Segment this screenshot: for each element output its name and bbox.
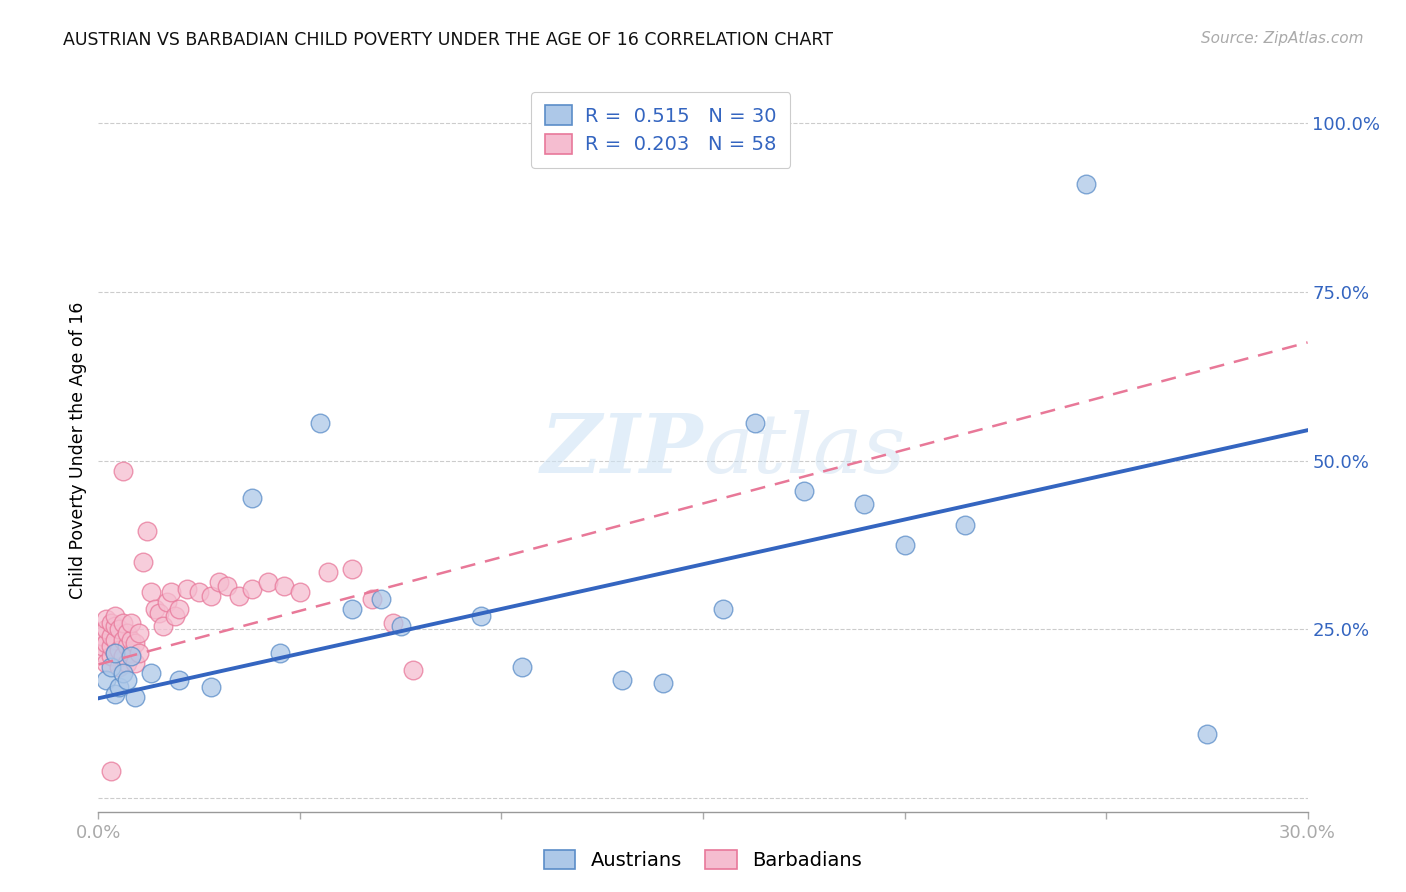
Point bbox=[107, 659, 129, 673]
Point bbox=[91, 640, 114, 654]
Point bbox=[103, 646, 125, 660]
Point bbox=[103, 632, 125, 647]
Point bbox=[115, 625, 138, 640]
Point bbox=[107, 642, 129, 657]
Point bbox=[96, 623, 118, 637]
Point bbox=[143, 602, 166, 616]
Point bbox=[744, 417, 766, 431]
Point bbox=[111, 632, 134, 647]
Point bbox=[107, 680, 129, 694]
Point bbox=[124, 656, 146, 670]
Text: atlas: atlas bbox=[703, 410, 905, 491]
Point bbox=[240, 582, 263, 596]
Point bbox=[167, 673, 190, 687]
Point bbox=[120, 646, 142, 660]
Point bbox=[200, 680, 222, 694]
Point bbox=[115, 656, 138, 670]
Point bbox=[156, 595, 179, 609]
Point bbox=[103, 619, 125, 633]
Point bbox=[402, 663, 425, 677]
Point bbox=[273, 578, 295, 592]
Point bbox=[1195, 727, 1218, 741]
Point bbox=[135, 524, 157, 539]
Point bbox=[953, 517, 976, 532]
Text: AUSTRIAN VS BARBADIAN CHILD POVERTY UNDER THE AGE OF 16 CORRELATION CHART: AUSTRIAN VS BARBADIAN CHILD POVERTY UNDE… bbox=[63, 31, 834, 49]
Point bbox=[163, 608, 186, 623]
Point bbox=[240, 491, 263, 505]
Legend: Austrians, Barbadians: Austrians, Barbadians bbox=[536, 842, 870, 878]
Text: Source: ZipAtlas.com: Source: ZipAtlas.com bbox=[1201, 31, 1364, 46]
Point bbox=[115, 640, 138, 654]
Point bbox=[309, 417, 332, 431]
Point bbox=[188, 585, 211, 599]
Point bbox=[120, 615, 142, 630]
Point bbox=[510, 659, 533, 673]
Point bbox=[152, 619, 174, 633]
Point bbox=[128, 625, 150, 640]
Point bbox=[148, 606, 170, 620]
Point bbox=[208, 575, 231, 590]
Point bbox=[120, 632, 142, 647]
Point bbox=[711, 602, 734, 616]
Point bbox=[793, 483, 815, 498]
Point bbox=[288, 585, 311, 599]
Point bbox=[100, 649, 122, 664]
Point bbox=[200, 589, 222, 603]
Point bbox=[256, 575, 278, 590]
Point bbox=[370, 592, 392, 607]
Point bbox=[120, 649, 142, 664]
Point bbox=[91, 646, 114, 660]
Point bbox=[107, 623, 129, 637]
Point bbox=[103, 687, 125, 701]
Point bbox=[1074, 177, 1097, 191]
Point bbox=[160, 585, 183, 599]
Point bbox=[115, 673, 138, 687]
Point bbox=[91, 629, 114, 643]
Point bbox=[96, 636, 118, 650]
Point bbox=[139, 585, 162, 599]
Point bbox=[124, 636, 146, 650]
Point bbox=[389, 619, 412, 633]
Legend: R =  0.515   N = 30, R =  0.203   N = 58: R = 0.515 N = 30, R = 0.203 N = 58 bbox=[531, 92, 790, 168]
Point bbox=[893, 538, 915, 552]
Point bbox=[96, 612, 118, 626]
Text: ZIP: ZIP bbox=[540, 410, 703, 491]
Point bbox=[100, 659, 122, 673]
Point bbox=[316, 565, 339, 579]
Point bbox=[111, 615, 134, 630]
Point bbox=[111, 666, 134, 681]
Point bbox=[96, 656, 118, 670]
Point bbox=[111, 464, 134, 478]
Point bbox=[361, 592, 384, 607]
Point bbox=[96, 673, 118, 687]
Point bbox=[853, 498, 876, 512]
Y-axis label: Child Poverty Under the Age of 16: Child Poverty Under the Age of 16 bbox=[69, 301, 87, 599]
Point bbox=[100, 764, 122, 779]
Point bbox=[612, 673, 634, 687]
Point bbox=[128, 646, 150, 660]
Point bbox=[167, 602, 190, 616]
Point bbox=[100, 640, 122, 654]
Point bbox=[342, 561, 364, 575]
Point bbox=[470, 608, 492, 623]
Point bbox=[111, 649, 134, 664]
Point bbox=[103, 646, 125, 660]
Point bbox=[100, 615, 122, 630]
Point bbox=[124, 690, 146, 704]
Point bbox=[269, 646, 291, 660]
Point bbox=[381, 615, 404, 630]
Point bbox=[342, 602, 364, 616]
Point bbox=[132, 555, 155, 569]
Point bbox=[217, 578, 239, 592]
Point bbox=[228, 589, 250, 603]
Point bbox=[100, 629, 122, 643]
Point bbox=[139, 666, 162, 681]
Point bbox=[651, 676, 673, 690]
Point bbox=[176, 582, 198, 596]
Point bbox=[103, 608, 125, 623]
